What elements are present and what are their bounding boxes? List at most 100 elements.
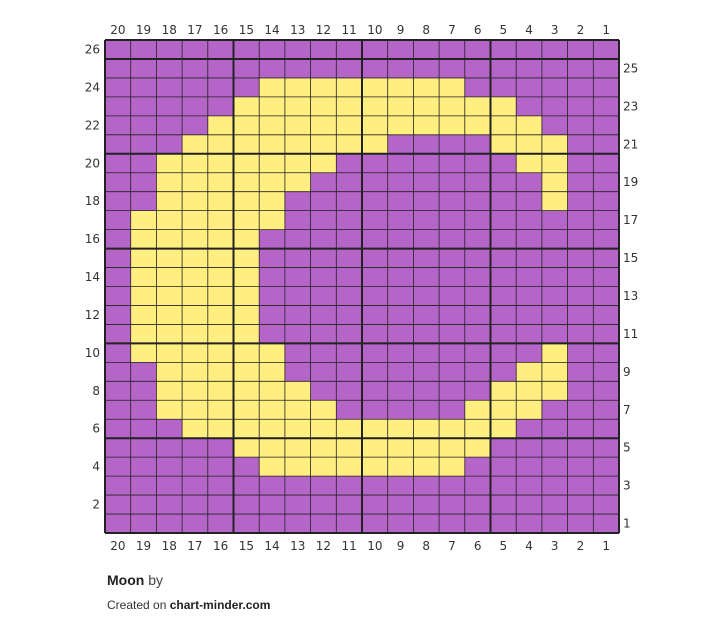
column-label-top: 19: [136, 23, 151, 37]
cell-r19-c18: [156, 172, 183, 192]
cell-r16-c12: [310, 229, 337, 249]
cell-r19-c16: [207, 172, 234, 192]
cell-r25-c19: [130, 58, 157, 79]
row-label-right: 23: [623, 99, 638, 113]
cell-r12-c14: [259, 305, 286, 325]
cell-r8-c3: [541, 381, 568, 401]
cell-r3-c6: [464, 476, 491, 496]
cell-r17-c3: [541, 210, 568, 230]
cell-r26-c6: [464, 40, 491, 60]
cell-r12-c5: [490, 305, 517, 325]
cell-r25-c6: [464, 58, 491, 79]
cell-r11-c9: [387, 324, 414, 344]
cell-r24-c19: [130, 77, 157, 98]
cell-r16-c20: [105, 229, 131, 249]
cell-r15-c5: [490, 248, 517, 268]
column-label-bottom: 7: [448, 539, 456, 553]
cell-r4-c3: [541, 457, 568, 477]
cell-r1-c8: [413, 514, 440, 534]
cell-r24-c18: [156, 77, 183, 98]
cell-r23-c17: [182, 96, 209, 117]
cell-r19-c1: [593, 172, 620, 192]
cell-r9-c18: [156, 362, 183, 382]
cell-r8-c11: [336, 381, 363, 401]
cell-r5-c3: [541, 438, 568, 458]
cell-r21-c12: [310, 134, 337, 155]
row-label-left: 10: [85, 346, 100, 360]
cell-r15-c10: [362, 248, 388, 268]
cell-r23-c13: [284, 96, 311, 117]
column-label-bottom: 8: [422, 539, 430, 553]
cell-r19-c17: [182, 172, 209, 192]
row-label-right: 19: [623, 175, 638, 189]
cell-r15-c19: [130, 248, 157, 268]
cell-r13-c20: [105, 286, 131, 306]
cell-r20-c11: [336, 153, 363, 174]
cell-r8-c20: [105, 381, 131, 401]
cell-r11-c6: [464, 324, 491, 344]
cell-r24-c12: [310, 77, 337, 98]
cell-r17-c8: [413, 210, 440, 230]
cell-r23-c20: [105, 96, 131, 117]
cell-r2-c7: [439, 495, 466, 515]
cell-r4-c16: [207, 457, 234, 477]
cell-r14-c13: [284, 267, 311, 287]
cell-r14-c19: [130, 267, 157, 287]
row-label-right: 25: [623, 61, 638, 75]
cell-r1-c13: [284, 514, 311, 534]
cell-r13-c14: [259, 286, 286, 306]
cell-r22-c18: [156, 115, 183, 136]
cell-r10-c19: [130, 343, 157, 363]
cell-r17-c19: [130, 210, 157, 230]
column-label-bottom: 4: [525, 539, 533, 553]
cell-r22-c17: [182, 115, 209, 136]
cell-r21-c8: [413, 134, 440, 155]
cell-r1-c1: [593, 514, 620, 534]
cell-r19-c11: [336, 172, 363, 192]
cell-r12-c19: [130, 305, 157, 325]
cell-r5-c4: [516, 438, 543, 458]
cell-r22-c11: [336, 115, 363, 136]
cell-r12-c4: [516, 305, 543, 325]
cell-r25-c15: [233, 58, 260, 79]
cell-r5-c20: [105, 438, 131, 458]
cell-r8-c4: [516, 381, 543, 401]
cell-r9-c4: [516, 362, 543, 382]
column-label-bottom: 14: [264, 539, 279, 553]
row-label-left: 6: [92, 422, 100, 436]
row-label-right: 21: [623, 137, 638, 151]
cell-r13-c7: [439, 286, 466, 306]
cell-r25-c1: [593, 58, 620, 79]
cell-r11-c16: [207, 324, 234, 344]
cell-r16-c18: [156, 229, 183, 249]
cell-r7-c7: [439, 400, 466, 420]
row-label-right: 1: [623, 517, 631, 531]
cell-r3-c11: [336, 476, 363, 496]
cell-r7-c13: [284, 400, 311, 420]
cell-r20-c8: [413, 153, 440, 174]
column-label-top: 7: [448, 23, 456, 37]
cell-r8-c17: [182, 381, 209, 401]
cell-r13-c6: [464, 286, 491, 306]
cell-r11-c18: [156, 324, 183, 344]
chart-title: Moon by: [107, 572, 163, 588]
cell-r21-c11: [336, 134, 363, 155]
cell-r12-c16: [207, 305, 234, 325]
cell-r15-c6: [464, 248, 491, 268]
cell-r15-c2: [567, 248, 594, 268]
cell-r13-c9: [387, 286, 414, 306]
cell-r10-c7: [439, 343, 466, 363]
cell-r18-c3: [541, 191, 568, 211]
cell-r13-c5: [490, 286, 517, 306]
cell-r25-c18: [156, 58, 183, 79]
cell-r10-c9: [387, 343, 414, 363]
row-label-left: 16: [85, 232, 100, 246]
cell-r11-c15: [233, 324, 260, 344]
cell-r24-c14: [259, 77, 286, 98]
cell-r14-c14: [259, 267, 286, 287]
cell-r13-c4: [516, 286, 543, 306]
cell-r3-c12: [310, 476, 337, 496]
cell-r4-c14: [259, 457, 286, 477]
cell-r1-c20: [105, 514, 131, 534]
cell-r26-c14: [259, 40, 286, 60]
